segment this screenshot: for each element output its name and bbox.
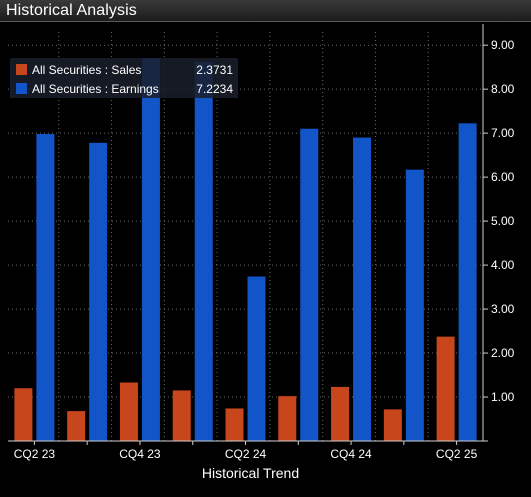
y-tick-label: 6.00 bbox=[491, 170, 515, 184]
legend-swatch bbox=[16, 83, 27, 94]
bar-sales bbox=[436, 336, 455, 441]
y-tick-label: 7.00 bbox=[491, 126, 515, 140]
x-tick-label: CQ2 23 bbox=[14, 447, 56, 461]
y-tick-label: 2.00 bbox=[491, 346, 515, 360]
bar-earnings bbox=[89, 142, 108, 441]
title-bar: Historical Analysis bbox=[0, 0, 531, 22]
legend-series-name: All Securities : Earnings bbox=[32, 82, 159, 96]
legend-series-value: 2.3731 bbox=[196, 63, 233, 77]
x-tick-label: CQ4 23 bbox=[119, 447, 161, 461]
bar-earnings bbox=[300, 128, 319, 441]
x-axis-title: Historical Trend bbox=[202, 465, 299, 481]
bar-sales bbox=[67, 411, 86, 441]
bar-earnings bbox=[247, 276, 266, 441]
bar-earnings bbox=[353, 137, 372, 441]
y-tick-label: 1.00 bbox=[491, 390, 515, 404]
x-tick-label: CQ4 24 bbox=[330, 447, 372, 461]
bar-sales bbox=[278, 396, 297, 441]
legend-box bbox=[10, 58, 238, 98]
x-tick-label: CQ2 25 bbox=[436, 447, 478, 461]
bar-sales bbox=[331, 386, 350, 441]
bar-sales bbox=[225, 408, 244, 441]
bar-earnings bbox=[194, 61, 213, 442]
y-tick-label: 8.00 bbox=[491, 82, 515, 96]
legend-series-name: All Securities : Sales bbox=[32, 63, 141, 77]
bar-sales bbox=[383, 409, 402, 441]
bar-sales bbox=[172, 390, 191, 441]
y-tick-label: 3.00 bbox=[491, 302, 515, 316]
bar-earnings bbox=[405, 169, 424, 441]
bar-earnings bbox=[36, 134, 55, 442]
bar-sales bbox=[14, 388, 33, 441]
legend-series-value: 7.2234 bbox=[196, 82, 233, 96]
bar-earnings bbox=[458, 123, 477, 441]
y-tick-label: 5.00 bbox=[491, 214, 515, 228]
y-tick-label: 9.00 bbox=[491, 38, 515, 52]
legend-swatch bbox=[16, 64, 27, 75]
y-tick-label: 4.00 bbox=[491, 258, 515, 272]
chart-canvas: 1.00 2.00 3.00 4.00 5.00 6.00 7.00 8.00 9.00 CQ2 … bbox=[8, 24, 515, 481]
page-title: Historical Analysis bbox=[6, 2, 137, 19]
x-tick-label: CQ2 24 bbox=[225, 447, 267, 461]
bar-earnings bbox=[141, 58, 160, 442]
bar-sales bbox=[119, 382, 138, 441]
